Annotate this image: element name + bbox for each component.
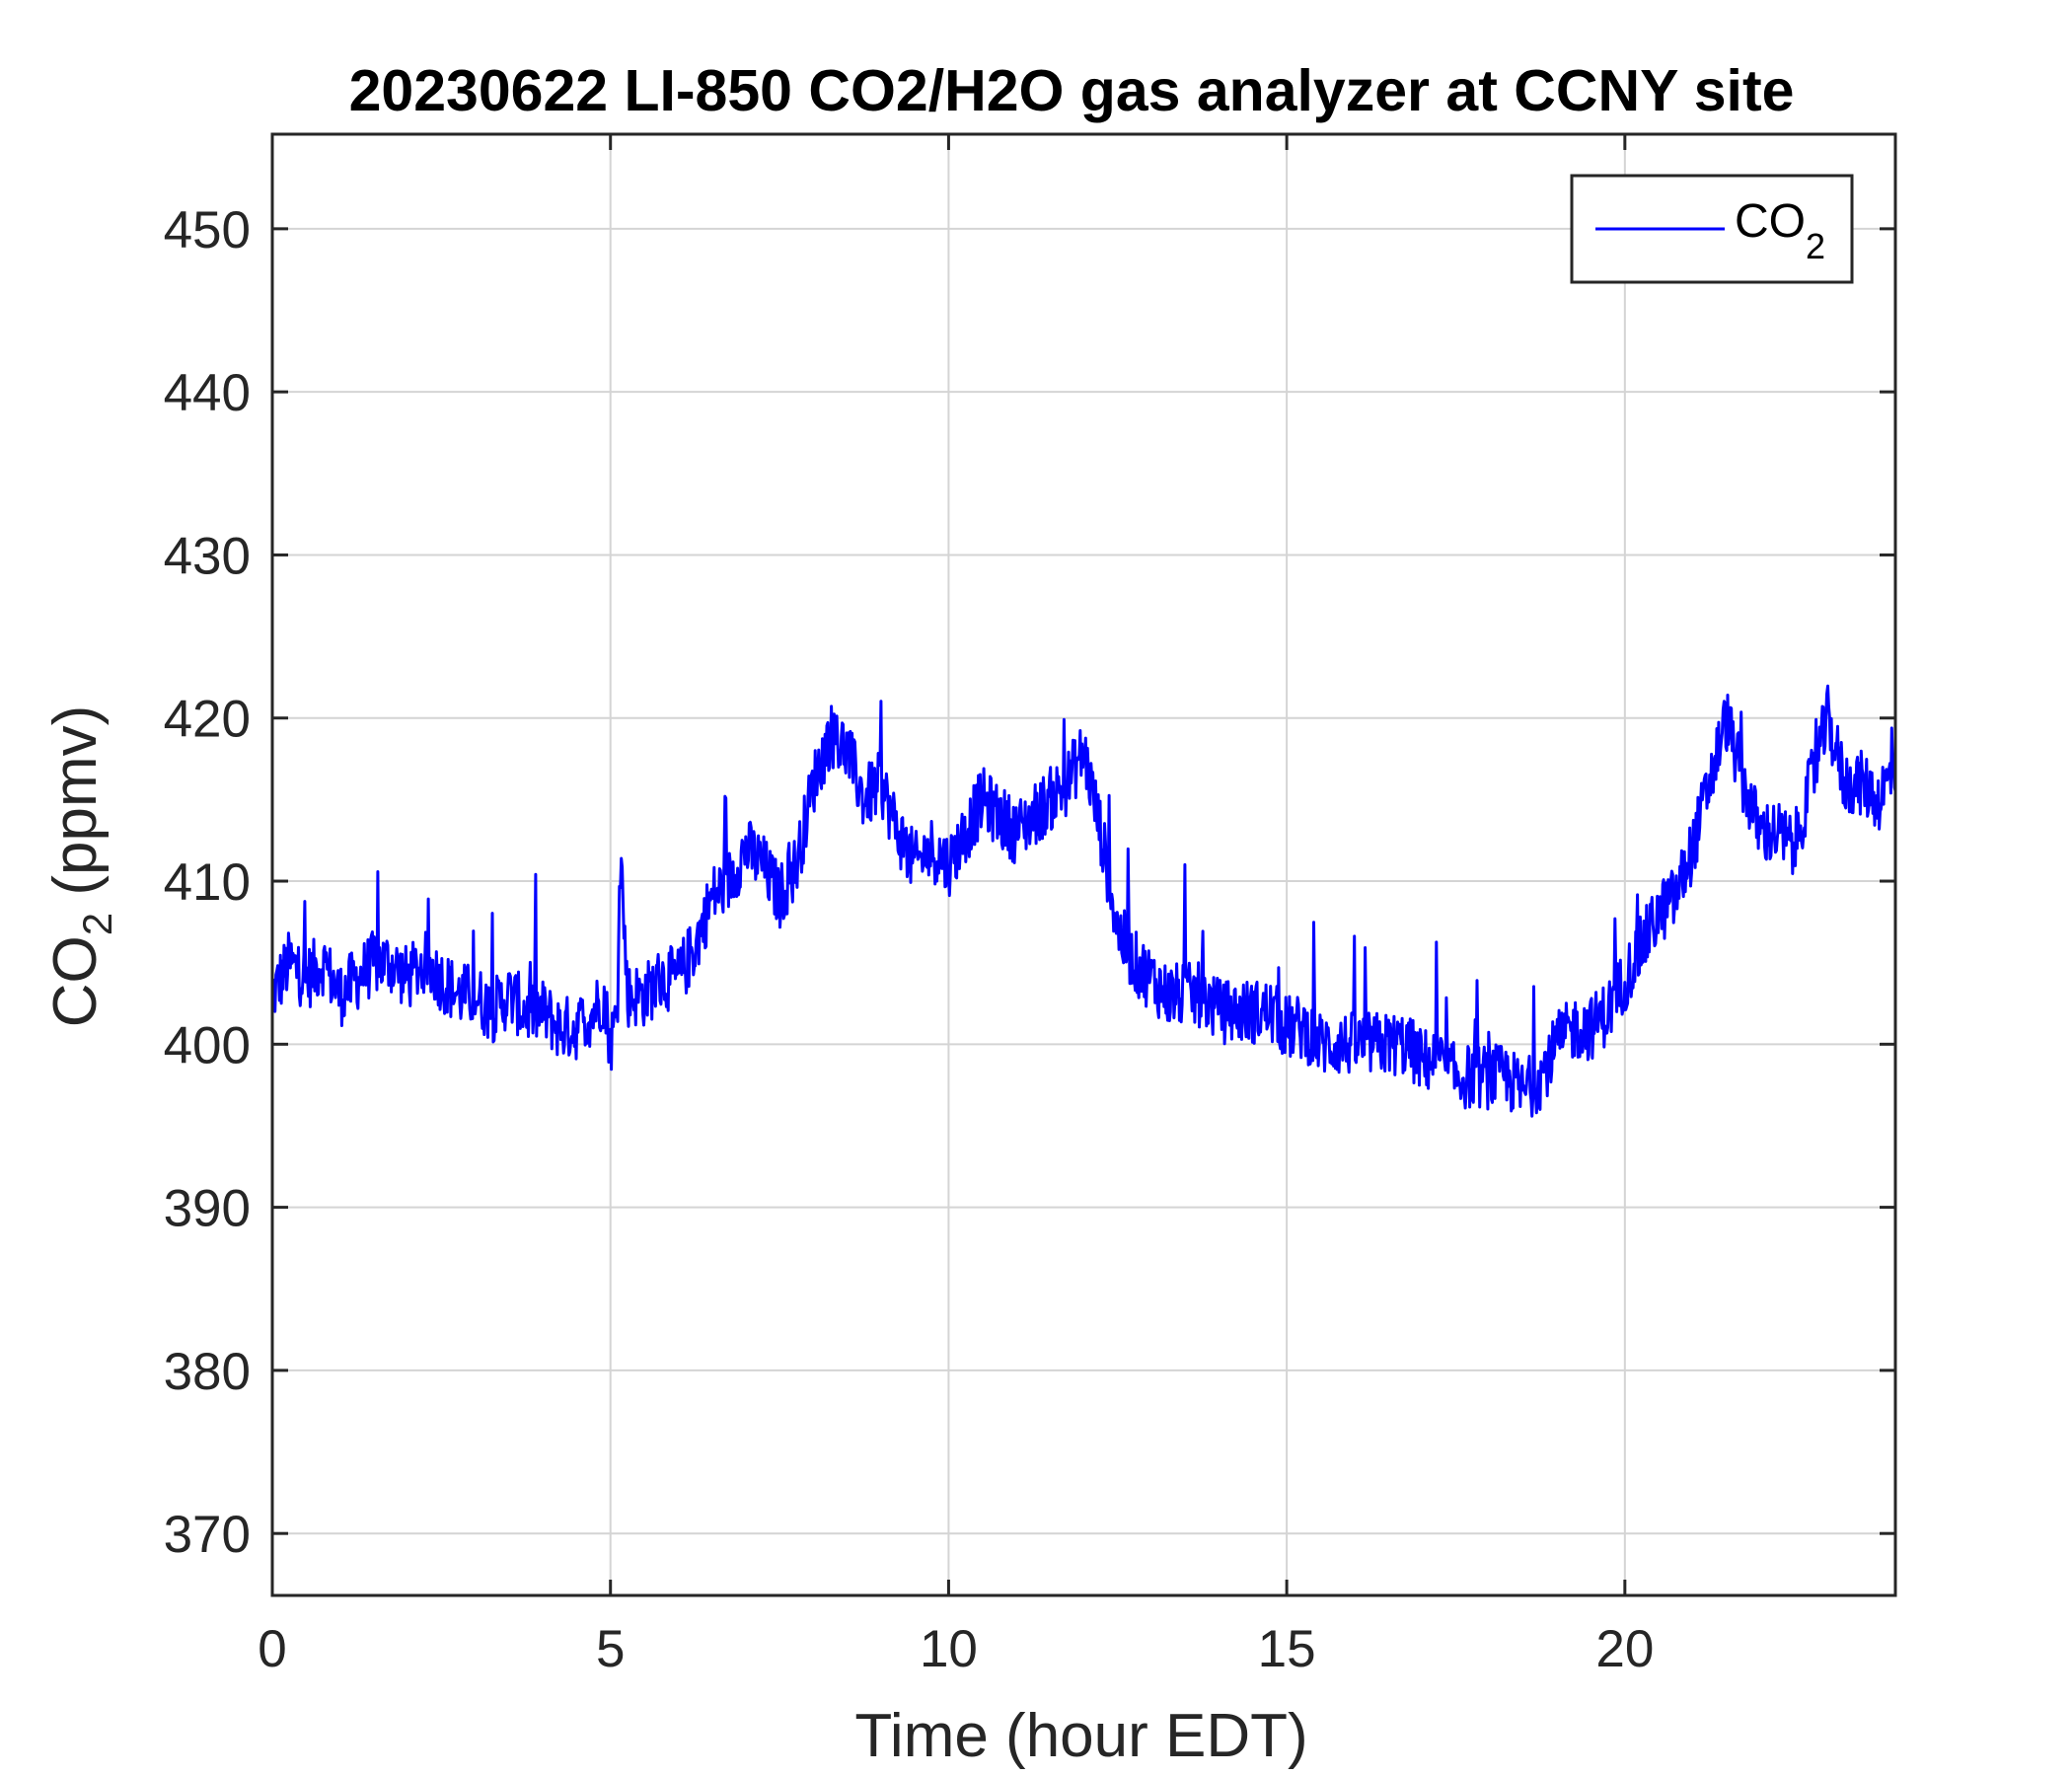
- plot-area-frame: [270, 132, 1897, 1597]
- y-axis-label-units: (ppmv): [41, 705, 110, 913]
- y-tick-labels: 370 380 390 400 410 420 430 440 450: [164, 201, 251, 1564]
- y-tick-label: 430: [164, 527, 251, 585]
- legend-label-main: CO: [1735, 195, 1806, 248]
- y-tick-label: 390: [164, 1180, 251, 1238]
- x-tick-label: 10: [920, 1620, 978, 1678]
- x-tick-label: 0: [258, 1620, 286, 1678]
- x-axis-label: Time (hour EDT): [854, 1702, 1307, 1770]
- legend-label-subscript: 2: [1806, 226, 1825, 266]
- legend: CO2: [1570, 174, 1854, 284]
- x-tick-labels: 0 5 10 15 20: [258, 1620, 1654, 1678]
- legend-label-co2: CO2: [1735, 195, 1825, 266]
- legend-box: [1570, 174, 1854, 284]
- y-axis-label-subscript: 2: [74, 913, 120, 935]
- chart-title: 20230622 LI-850 CO2/H2O gas analyzer at …: [349, 58, 1795, 123]
- series-layer: [271, 684, 1897, 1118]
- y-axis-label-main: CO: [41, 935, 110, 1027]
- y-tick-label: 400: [164, 1016, 251, 1074]
- y-axis-label: CO2 (ppmv): [41, 705, 120, 1028]
- y-tick-label: 420: [164, 691, 251, 749]
- x-tick-label: 15: [1258, 1620, 1316, 1678]
- y-tick-label: 450: [164, 201, 251, 259]
- y-tick-label: 380: [164, 1343, 251, 1401]
- y-tick-label: 410: [164, 853, 251, 912]
- x-tick-label: 5: [596, 1620, 625, 1678]
- tick-marks: [270, 134, 1895, 1595]
- grid-lines: [272, 134, 1895, 1595]
- y-tick-label: 370: [164, 1506, 251, 1564]
- y-tick-label: 440: [164, 364, 251, 422]
- co2-series-line: [271, 684, 1897, 1118]
- x-tick-label: 20: [1595, 1620, 1654, 1678]
